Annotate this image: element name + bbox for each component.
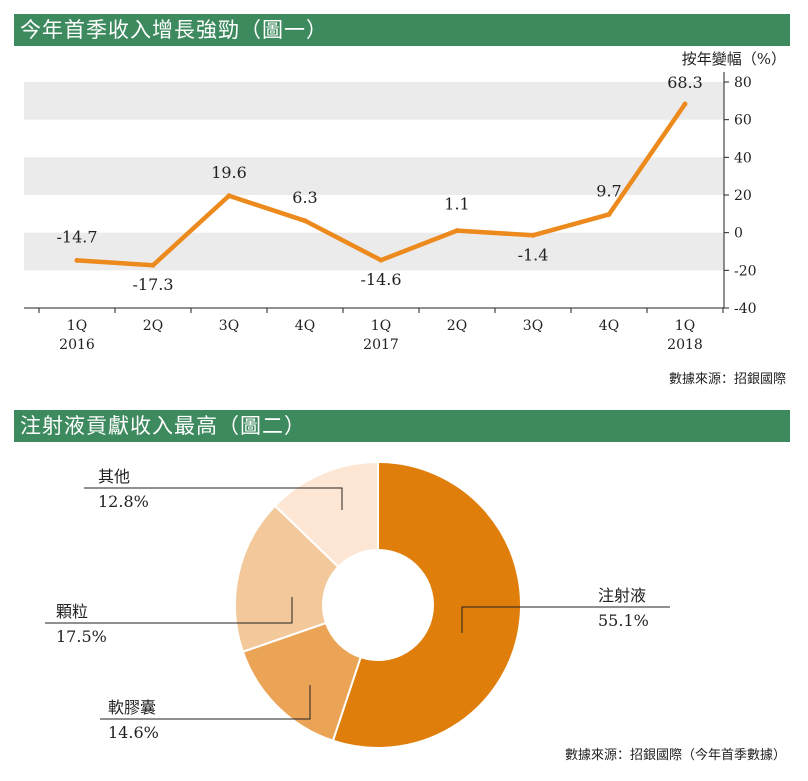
y-tick-label: 0 (734, 226, 743, 242)
slice-value-label: 14.6% (108, 723, 159, 742)
donut-slice (241, 621, 362, 742)
chart1-title-banner: 今年首季收入增長強勁（圖一） (14, 14, 790, 46)
donut-slice (331, 460, 522, 749)
x-tick-label: 2016 (59, 337, 95, 353)
data-label: -1.4 (518, 245, 549, 264)
x-tick-label: 4Q (295, 318, 315, 334)
data-point (454, 228, 460, 234)
x-tick-label: 3Q (523, 318, 543, 334)
slice-label: 顆粒 (56, 602, 88, 621)
y-tick-label: -40 (734, 301, 757, 317)
grid-band (24, 82, 724, 120)
slice-value-label: 17.5% (56, 627, 107, 646)
y-tick-label: 60 (734, 113, 752, 129)
slice-value-label: 12.8% (98, 492, 149, 511)
data-label: 6.3 (292, 188, 317, 207)
x-tick-label: 3Q (219, 318, 239, 334)
y-tick-label: 80 (734, 75, 752, 91)
data-label: -14.6 (360, 270, 401, 289)
data-label: 19.6 (211, 163, 247, 182)
y-tick-label: -20 (734, 263, 757, 279)
line-chart: 80 60 40 20 0 -20 -40 按年變幅（%） 1Q 2016 2Q 3Q 4Q 1Q 2017… (24, 50, 786, 353)
data-point (378, 257, 384, 263)
y-tick-label: 20 (734, 188, 752, 204)
slice-label: 軟膠囊 (108, 698, 156, 717)
x-tick-label: 2018 (667, 337, 703, 353)
y-tick-label: 40 (734, 150, 752, 166)
data-point (226, 193, 232, 199)
data-point (150, 262, 156, 268)
donut-chart: 注射液 55.1% 軟膠囊 14.6% 顆粒 17.5% 其他 12.8% (45, 460, 670, 749)
data-label: 1.1 (444, 195, 469, 214)
data-label: 9.7 (596, 181, 621, 200)
x-tick-label: 1Q (371, 318, 391, 334)
slice-label: 其他 (98, 467, 130, 486)
leader-line (84, 487, 343, 510)
y-axis-label: 按年變幅（%） (682, 50, 786, 68)
grid-band (24, 157, 724, 195)
data-label: -17.3 (132, 275, 173, 294)
data-label: 68.3 (667, 73, 703, 92)
data-point (682, 101, 688, 107)
slice-value-label: 55.1% (598, 611, 649, 630)
chart2-source: 數據來源：招銀國際（今年首季數據） (564, 748, 786, 763)
data-point (302, 218, 308, 224)
chart1-source: 數據來源：招銀國際 (668, 372, 786, 387)
slice-label: 注射液 (598, 586, 646, 605)
x-tick-label: 2Q (447, 318, 467, 334)
data-point (530, 232, 536, 238)
x-tick-label: 2Q (143, 318, 163, 334)
x-tick-label: 4Q (599, 318, 619, 334)
chart2-title-banner: 注射液貢獻收入最高（圖二） (14, 410, 790, 442)
x-tick-label: 1Q (675, 318, 695, 334)
data-point (606, 211, 612, 217)
data-label: -14.7 (56, 227, 97, 246)
x-tick-label: 2017 (363, 337, 399, 353)
leader-line (45, 597, 293, 624)
leader-line (100, 685, 311, 720)
x-tick-label: 1Q (67, 318, 87, 334)
leader-line (461, 606, 670, 633)
data-point (74, 257, 80, 263)
